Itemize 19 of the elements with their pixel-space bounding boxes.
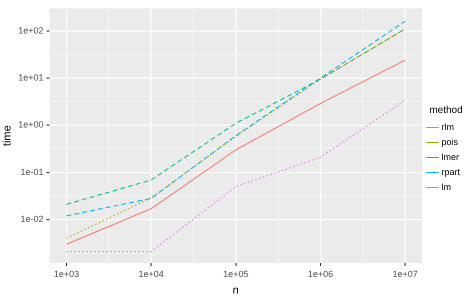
x-tick-label: 1e+03 bbox=[54, 268, 80, 279]
x-tick-label: 1e+05 bbox=[223, 268, 248, 279]
y-tick-label: 1e-01 bbox=[20, 166, 44, 177]
legend-label: pois bbox=[441, 136, 459, 147]
y-axis-title: time bbox=[2, 125, 14, 146]
legend-label: rpart bbox=[441, 166, 460, 177]
y-tick-label: 1e-02 bbox=[20, 214, 44, 224]
y-tick-label: 1e+02 bbox=[18, 25, 44, 36]
y-tick-label: 1e+00 bbox=[18, 120, 44, 130]
legend-label: lm bbox=[441, 182, 451, 192]
x-axis-title: n bbox=[232, 284, 239, 296]
x-tick-label: 1e+07 bbox=[392, 268, 418, 279]
x-tick-label: 1e+04 bbox=[138, 268, 164, 279]
x-tick-label: 1e+06 bbox=[308, 268, 334, 279]
legend-label: rlm bbox=[441, 122, 454, 132]
legend-title: method bbox=[429, 104, 463, 116]
legend-label: lmer bbox=[441, 152, 459, 162]
line-series bbox=[66, 100, 406, 252]
y-tick-label: 1e+01 bbox=[18, 72, 44, 83]
